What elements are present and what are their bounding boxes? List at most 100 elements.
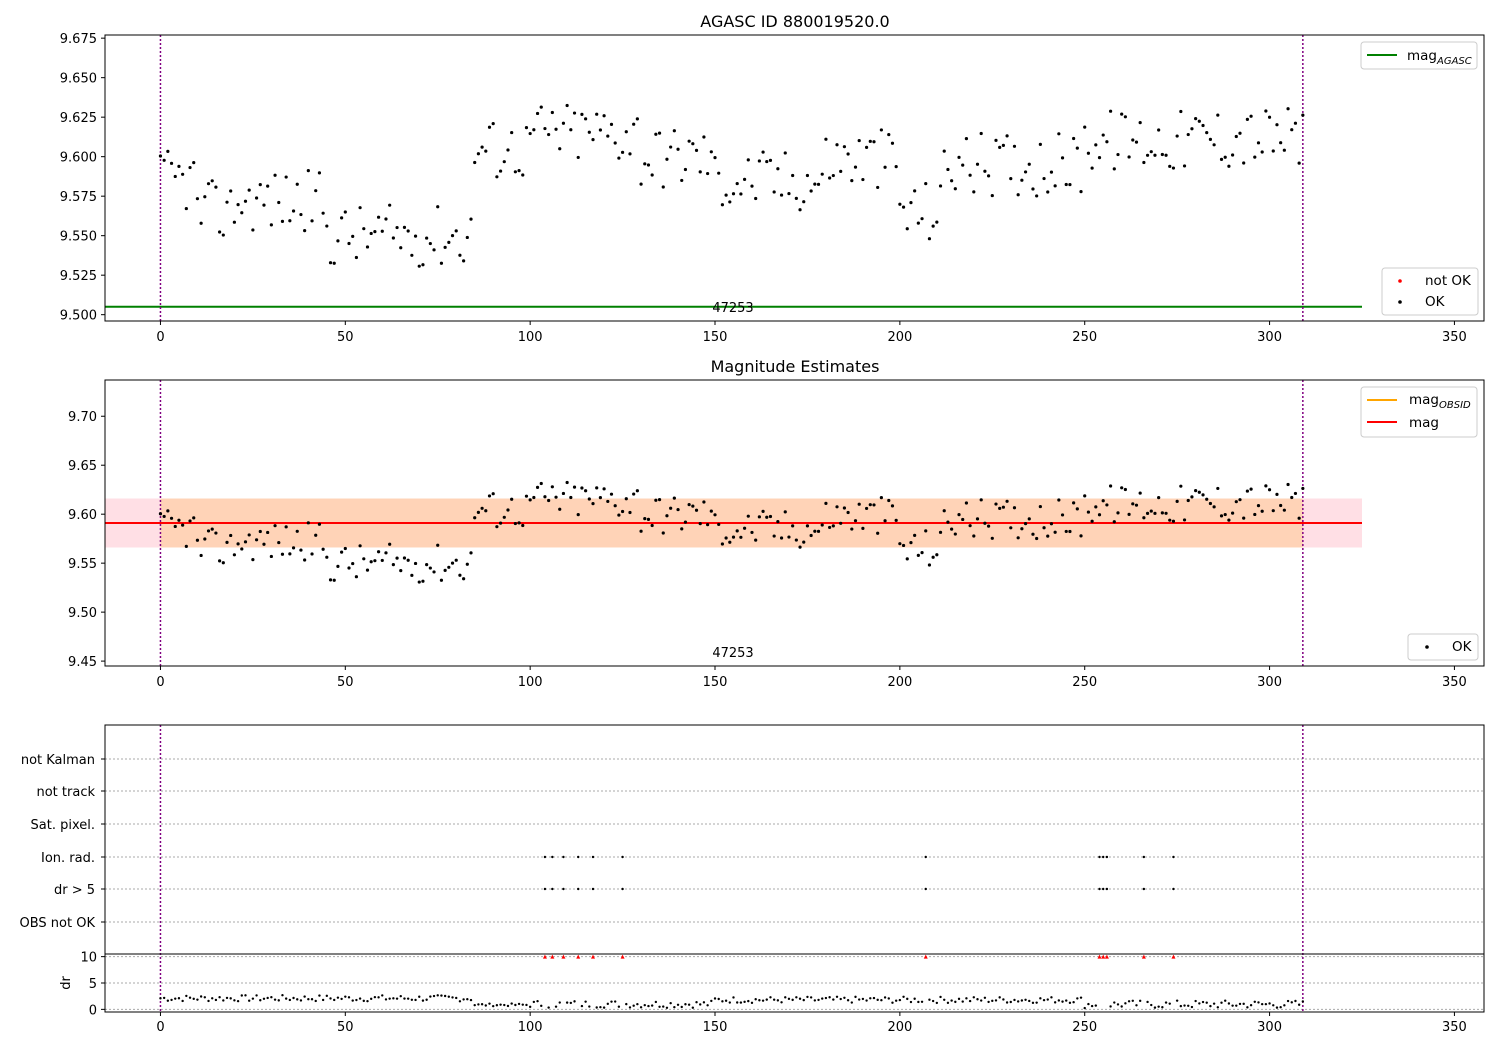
ok-point (365, 568, 370, 572)
ok-point (528, 498, 532, 502)
ok-point (595, 486, 599, 490)
ok-point (1075, 507, 1079, 511)
ok-point (639, 182, 643, 186)
ok-point (369, 560, 373, 564)
dr-point (943, 998, 946, 1001)
dr-point (384, 998, 388, 1001)
dr-point (1227, 1002, 1231, 1005)
dr-point (344, 995, 347, 998)
panel2-title: Magnitude Estimates (711, 357, 880, 376)
dr-point (639, 1006, 643, 1009)
dr-point (1216, 1006, 1220, 1009)
ok-point (218, 559, 222, 563)
dr-point (222, 999, 225, 1002)
ok-point (1286, 482, 1290, 487)
ok-point (188, 165, 192, 170)
dr-point (854, 995, 857, 999)
dr-point (406, 997, 410, 1000)
ok-point (765, 159, 769, 164)
ok-point (1149, 509, 1153, 513)
ok-point (547, 132, 551, 137)
panel2-frame (104, 379, 1485, 667)
dr-point (177, 997, 181, 1000)
ok-point (498, 521, 503, 525)
ok-point (632, 122, 636, 126)
ok-point (417, 264, 421, 268)
ok-point (340, 550, 344, 554)
dr-point (440, 994, 443, 997)
ok-point (158, 154, 163, 158)
dr-point (451, 996, 454, 999)
ok-point (495, 525, 499, 529)
dr-point (1127, 1000, 1131, 1003)
ok-point (1212, 143, 1216, 147)
dr-point (643, 1003, 646, 1007)
ok-point (1223, 155, 1227, 159)
flag-point (1105, 887, 1109, 891)
p1-xtick-label: 250 (1072, 330, 1097, 345)
ok-point (480, 145, 484, 149)
ok-point (1264, 109, 1268, 113)
ok-point (1282, 508, 1286, 512)
p1-xtick-label: 150 (703, 330, 728, 345)
ok-point (853, 519, 858, 523)
ok-point (620, 150, 625, 154)
ok-point (772, 190, 776, 194)
ok-point (791, 173, 795, 178)
ok-point (783, 510, 787, 514)
ok-point (1186, 132, 1190, 137)
ok-point (994, 502, 998, 506)
dr-point (284, 997, 288, 1000)
dr-point (532, 1000, 536, 1004)
ok-point (813, 182, 817, 186)
dr-point (159, 997, 162, 1000)
dr-point (1175, 999, 1179, 1002)
ok-point (1219, 514, 1224, 518)
ok-point (462, 259, 466, 263)
ok-point (543, 126, 547, 131)
ok-point (1057, 132, 1061, 136)
ok-point (476, 152, 481, 156)
ok-point (184, 206, 188, 211)
p3-xtick-label: 200 (887, 1020, 912, 1035)
dr-point (632, 1004, 635, 1007)
ok-point (1094, 505, 1098, 509)
dr-point (1183, 1004, 1186, 1007)
dr-point (983, 996, 987, 999)
magnitude-estimates-panel: Magnitude Estimates 0 50 100 150 200 250 300 35… (68, 357, 1485, 690)
dr-point (429, 995, 432, 998)
dr-high-marker (561, 954, 566, 959)
ok-point (347, 241, 351, 246)
ok-point (358, 544, 362, 548)
ok-point (713, 156, 717, 160)
dr-point (1187, 1004, 1190, 1007)
ok-point (269, 554, 273, 559)
ok-point (1090, 166, 1094, 170)
ok-point (384, 217, 388, 221)
dr-point (839, 997, 842, 1001)
flag-point (543, 887, 547, 891)
dr-point (225, 996, 229, 1000)
ok-point (284, 175, 288, 179)
ok-point (236, 542, 240, 546)
ok-point (1079, 534, 1083, 538)
dr-high-marker (576, 954, 581, 959)
ok-point (698, 170, 702, 174)
dr-point (1264, 1002, 1268, 1006)
ok-point (964, 501, 969, 505)
dr-point (894, 999, 898, 1002)
ok-point (835, 143, 839, 147)
dr-point (292, 996, 295, 1000)
ok-point (373, 559, 377, 563)
ok-point (539, 481, 543, 486)
ok-point (162, 514, 166, 519)
ok-point (439, 261, 444, 265)
ok-point (169, 516, 174, 520)
ok-point (983, 169, 987, 173)
ok-point (876, 185, 880, 190)
ok-point (683, 520, 688, 524)
ok-point (805, 524, 810, 528)
ok-point (946, 520, 950, 524)
ok-point (831, 173, 835, 178)
